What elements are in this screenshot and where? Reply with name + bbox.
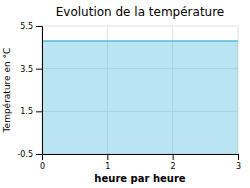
tick: 2 — [171, 154, 176, 171]
chart-svg: 0 1 2 3 -0.5 1.5 3.5 5.5 Evolution de la tempéra… — [0, 0, 250, 188]
tick-label: 2 — [171, 162, 176, 171]
line — [42, 40, 238, 42]
tick-label: 5.5 — [20, 22, 33, 31]
tick: 1.5 — [20, 107, 42, 116]
tick: 5.5 — [20, 22, 42, 31]
tick: 1 — [105, 154, 110, 171]
tick-mark — [36, 154, 42, 155]
tick: 3.5 — [20, 65, 42, 74]
axis-line — [43, 155, 239, 161]
y-axis-label: Température en °C — [2, 48, 12, 134]
tick-mark — [36, 69, 42, 70]
grid — [42, 26, 238, 154]
tick-mark — [238, 154, 239, 160]
x-axis-label: heure par heure — [94, 173, 185, 184]
tick-label: 0 — [40, 162, 45, 171]
tick-label: 1 — [105, 162, 110, 171]
axis-line — [36, 27, 43, 155]
tick: 3 — [236, 154, 241, 171]
tick: -0.5 — [17, 150, 42, 159]
tick-mark — [107, 154, 108, 160]
marks — [42, 41, 238, 154]
tick-label: -0.5 — [17, 150, 33, 159]
tick-label: 3 — [236, 162, 241, 171]
tick: 0 — [40, 154, 45, 171]
tick-mark — [36, 111, 42, 112]
x-axis: 0 1 2 3 — [40, 154, 241, 171]
tick-label: 1.5 — [20, 107, 33, 116]
title: Evolution de la température — [56, 5, 225, 19]
grid-line-y — [42, 26, 238, 27]
chart-container: 0 1 2 3 -0.5 1.5 3.5 5.5 Evolution de la tempéra… — [0, 0, 250, 188]
tick-mark — [36, 26, 42, 27]
y-axis: -0.5 1.5 3.5 5.5 — [17, 22, 42, 159]
area — [42, 41, 238, 154]
tick-label: 3.5 — [20, 65, 33, 74]
tick-mark — [173, 154, 174, 160]
plot-area: 0 1 2 3 -0.5 1.5 3.5 5.5 — [17, 22, 241, 171]
